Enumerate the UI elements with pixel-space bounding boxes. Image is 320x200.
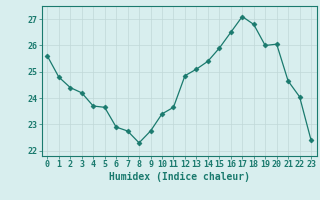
X-axis label: Humidex (Indice chaleur): Humidex (Indice chaleur) xyxy=(109,172,250,182)
